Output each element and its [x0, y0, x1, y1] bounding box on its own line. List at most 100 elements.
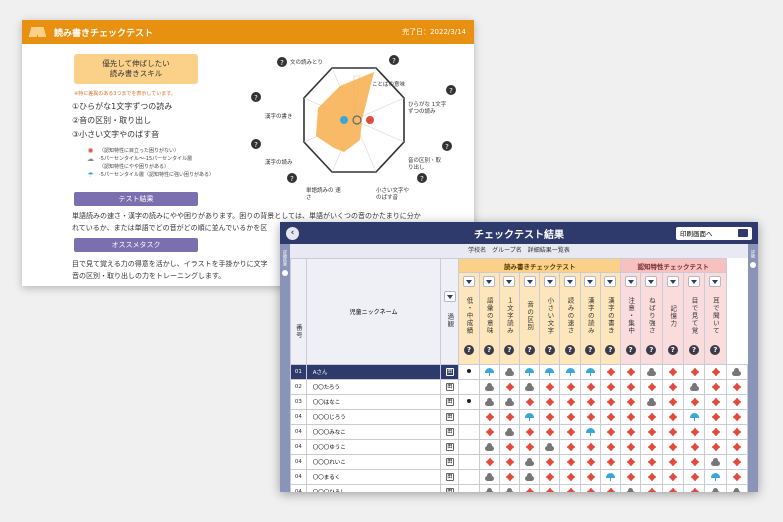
- detail-cell[interactable]: 田: [440, 469, 460, 485]
- help-icon[interactable]: ?: [689, 345, 700, 355]
- sun-icon: [689, 487, 700, 492]
- student-nickname[interactable]: 〇〇〇ひろし: [305, 484, 442, 492]
- student-nickname[interactable]: 〇〇たろう: [305, 379, 442, 395]
- result-cell: [725, 409, 749, 425]
- col-header[interactable]: 漢字の書き?: [599, 272, 622, 365]
- col-header[interactable]: 小さい文字?: [539, 272, 561, 365]
- table-row[interactable]: 04 〇〇〇じろう田: [290, 409, 749, 425]
- help-icon[interactable]: ?: [565, 345, 576, 355]
- print-screen-button[interactable]: 印刷画面へ: [676, 226, 752, 240]
- table-row[interactable]: 04 〇〇〇みなこ田: [290, 424, 749, 440]
- student-nickname[interactable]: Aさん: [305, 364, 442, 380]
- help-icon[interactable]: ?: [544, 345, 555, 355]
- table-row[interactable]: 03 〇〇はなこ田: [290, 394, 749, 410]
- col-header[interactable]: 低・中成績?: [458, 272, 480, 365]
- help-icon[interactable]: ?: [504, 345, 515, 355]
- filter-icon[interactable]: [688, 276, 701, 287]
- col-header[interactable]: ねばり強さ?: [640, 272, 663, 365]
- detail-cell[interactable]: 田: [440, 424, 460, 440]
- sun-icon: ✺: [87, 147, 94, 155]
- detail-cell[interactable]: 田: [440, 379, 460, 395]
- detail-icon[interactable]: 田: [445, 413, 454, 421]
- student-nickname[interactable]: 〇〇〇みなこ: [305, 424, 442, 440]
- result-cell: [579, 379, 601, 395]
- sun-icon: [625, 427, 636, 437]
- col-header[interactable]: １文字読み?: [498, 272, 521, 365]
- student-nickname[interactable]: 〇〇はなこ: [305, 394, 442, 410]
- detail-cell[interactable]: 田: [440, 454, 460, 470]
- help-icon[interactable]: ?: [625, 345, 636, 355]
- result-cell: [725, 469, 749, 485]
- detail-cell[interactable]: 田: [440, 439, 460, 455]
- detail-icon[interactable]: 田: [445, 398, 454, 406]
- result-cell: [579, 454, 601, 470]
- result-cell: [478, 409, 500, 425]
- result-cell: [478, 454, 500, 470]
- filter-icon[interactable]: [543, 276, 556, 287]
- filter-icon[interactable]: [645, 276, 658, 287]
- result-cell: [640, 409, 663, 425]
- detail-icon[interactable]: 田: [445, 458, 454, 466]
- detail-icon[interactable]: 田: [445, 473, 454, 481]
- help-icon[interactable]: ?: [585, 345, 596, 355]
- detail-cell[interactable]: 田: [440, 409, 460, 425]
- student-nickname[interactable]: 〇〇まるく: [305, 469, 442, 485]
- col-header[interactable]: 語彙の意味?: [478, 272, 500, 365]
- filter-icon[interactable]: [564, 276, 577, 287]
- result-cell: [682, 469, 706, 485]
- detail-icon[interactable]: 田: [445, 428, 454, 436]
- help-icon[interactable]: ?: [710, 345, 721, 355]
- sun-icon: [504, 442, 515, 452]
- result-cell: [640, 454, 663, 470]
- student-nickname[interactable]: 〇〇〇れいこ: [305, 454, 442, 470]
- col-header-overlook: 過観: [440, 258, 460, 365]
- filter-icon[interactable]: [624, 276, 637, 287]
- overlook-dot: [467, 399, 471, 403]
- table-row[interactable]: 04 〇〇〇ゆうこ田: [290, 439, 749, 455]
- table-row[interactable]: 02 〇〇たろう田: [290, 379, 749, 395]
- sun-icon: [605, 397, 616, 407]
- right-side-panel[interactable]: 詳細: [748, 244, 758, 492]
- filter-icon[interactable]: [463, 276, 475, 287]
- help-icon[interactable]: ?: [605, 345, 616, 355]
- detail-icon[interactable]: 田: [445, 443, 454, 451]
- student-nickname[interactable]: 〇〇〇じろう: [305, 409, 442, 425]
- cloud-icon: [625, 487, 636, 492]
- col-header[interactable]: 漢字の読み?: [579, 272, 601, 365]
- col-header[interactable]: 読みの速さ?: [559, 272, 581, 365]
- filter-icon[interactable]: [666, 276, 679, 287]
- filter-icon[interactable]: [503, 276, 516, 287]
- detail-cell[interactable]: 田: [440, 394, 460, 410]
- help-icon[interactable]: ?: [667, 345, 678, 355]
- detail-icon[interactable]: 田: [445, 368, 454, 376]
- col-header[interactable]: 目で見て覚?: [682, 272, 706, 365]
- help-icon[interactable]: ?: [464, 345, 474, 355]
- filter-icon[interactable]: [523, 276, 536, 287]
- table-row[interactable]: 04〇〇〇ひろし田: [290, 484, 749, 492]
- priority-skill-list: ①ひらがな1文字ずつの読み ②音の区別・取り出し ③小さい文字やのばす音: [72, 100, 172, 142]
- left-side-panel[interactable]: 詳細結果: [280, 244, 290, 492]
- col-header[interactable]: 注意・集中?: [620, 272, 642, 365]
- help-icon[interactable]: ?: [484, 345, 495, 355]
- student-nickname[interactable]: 〇〇〇ゆうこ: [305, 439, 442, 455]
- filter-icon[interactable]: [483, 276, 496, 287]
- back-button[interactable]: ‹: [286, 226, 299, 240]
- table-row[interactable]: 04 〇〇まるく田: [290, 469, 749, 485]
- filter-icon[interactable]: [443, 290, 456, 302]
- detail-icon[interactable]: 田: [445, 488, 454, 492]
- filter-icon[interactable]: [709, 276, 722, 287]
- detail-cell[interactable]: 田: [440, 364, 460, 380]
- col-header[interactable]: 耳で聞いて?: [704, 272, 727, 365]
- filter-icon[interactable]: [604, 276, 617, 287]
- cloud-icon: ☁: [87, 155, 94, 163]
- detail-cell[interactable]: 田: [440, 484, 460, 492]
- filter-icon[interactable]: [584, 276, 597, 287]
- table-row[interactable]: 01 Aさん田: [290, 364, 749, 380]
- help-icon[interactable]: ?: [646, 345, 657, 355]
- help-icon[interactable]: ?: [524, 345, 535, 355]
- col-header[interactable]: 音の区別?: [519, 272, 541, 365]
- col-header[interactable]: 記憶力?: [661, 272, 684, 365]
- cloud-icon: [484, 472, 495, 482]
- table-row[interactable]: 04 〇〇〇れいこ田: [290, 454, 749, 470]
- detail-icon[interactable]: 田: [445, 383, 454, 391]
